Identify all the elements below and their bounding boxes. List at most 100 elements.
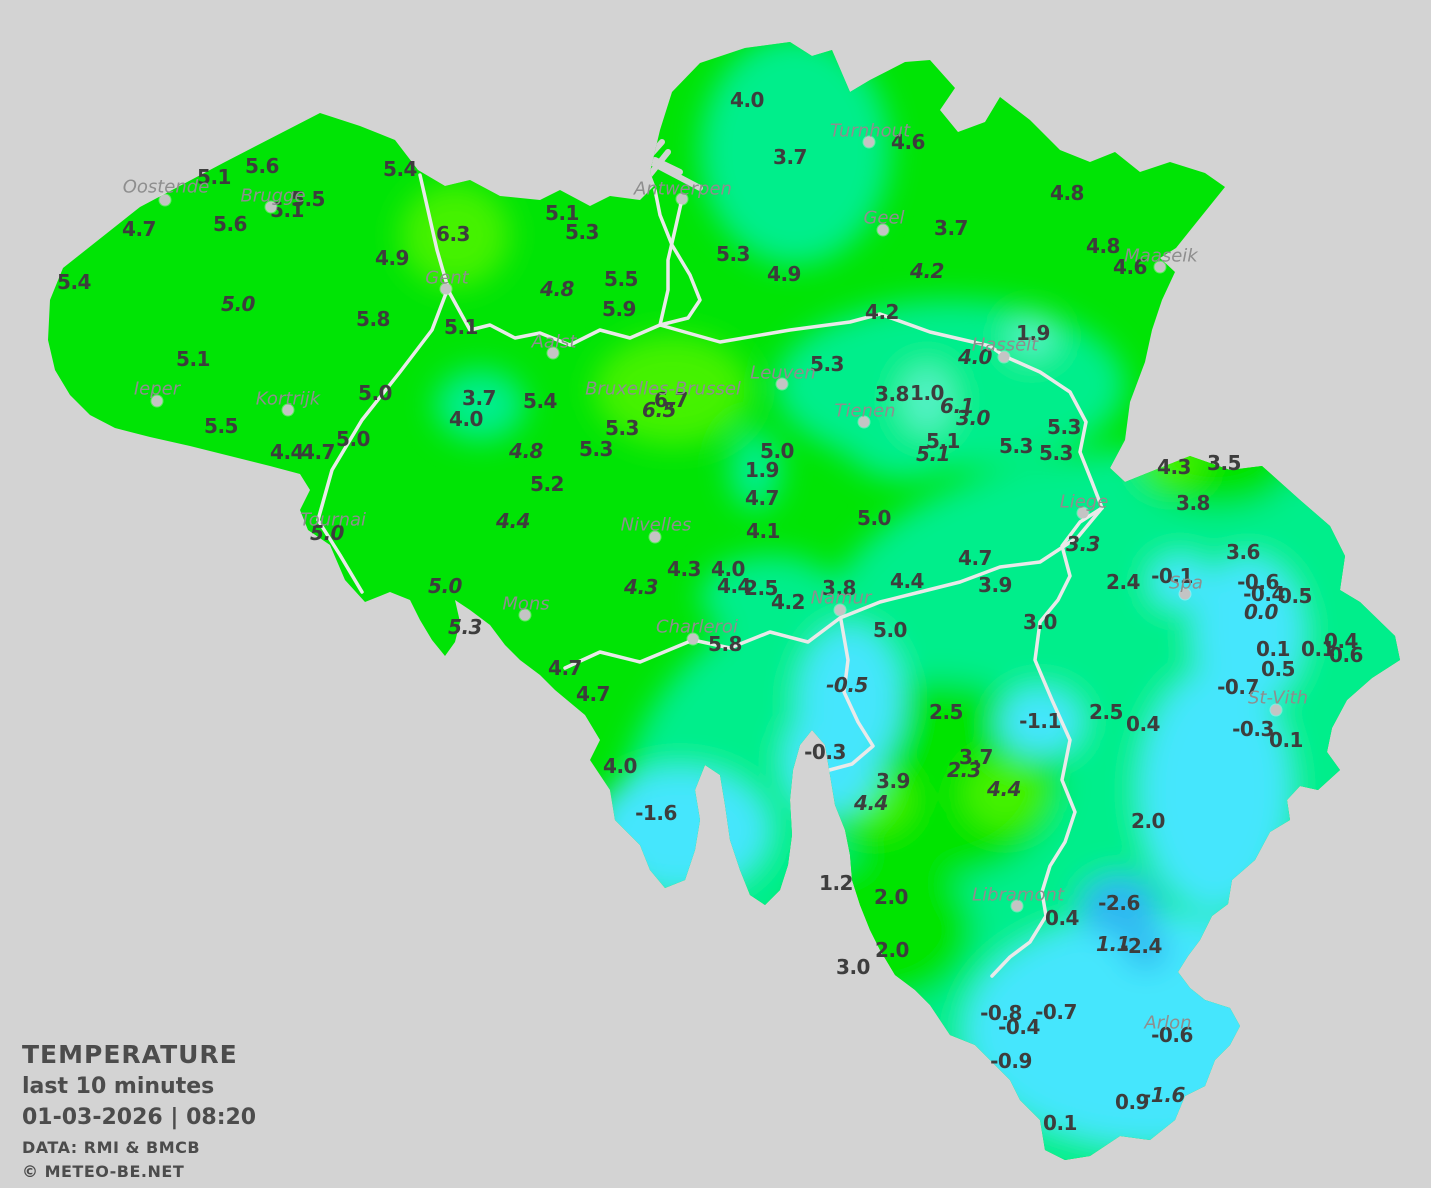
city-dot [863, 136, 875, 148]
legend-subtitle: last 10 minutes [22, 1074, 215, 1099]
city-label: Gent [425, 267, 469, 289]
city-label: Oostende [122, 176, 210, 198]
city-dot [1011, 900, 1023, 912]
temp-reading: 4.7 [745, 486, 779, 510]
temp-reading: -0.3 [804, 740, 846, 764]
temp-reading: 2.4 [1106, 570, 1140, 594]
temp-reading: -0.8 [980, 1001, 1022, 1025]
temp-reading: 0.5 [1278, 584, 1312, 608]
city-label: Ieper [133, 378, 181, 400]
temp-reading: 5.0 [310, 521, 344, 545]
temp-reading: 0.4 [1126, 712, 1160, 736]
temp-reading: 5.5 [604, 267, 638, 291]
city-label: Arlon [1144, 1012, 1192, 1034]
temp-reading: 4.4 [270, 440, 304, 464]
temp-reading: 5.6 [245, 154, 279, 178]
city-dot [265, 201, 277, 213]
temp-reading: 5.3 [1039, 441, 1073, 465]
temp-reading: 5.3 [999, 434, 1033, 458]
temp-reading: 0.1 [1043, 1111, 1077, 1135]
city-dot [776, 378, 788, 390]
city-label: Brugge [240, 185, 306, 207]
city-dot [676, 193, 688, 205]
temp-reading: 5.0 [760, 439, 794, 463]
city-label: Hasselt [971, 334, 1039, 356]
temp-reading: 1.0 [910, 381, 944, 405]
city-label: Turnhout [829, 120, 911, 142]
temp-reading: 6.7 [654, 388, 688, 412]
temp-reading: 3.8 [1176, 491, 1210, 515]
temp-reading: 1.9 [1016, 321, 1050, 345]
city-label: Geel [863, 207, 905, 229]
temp-reading: 3.0 [956, 406, 990, 430]
legend-copyright: © METEO-BE.NET [22, 1162, 185, 1181]
temp-reading: 4.0 [958, 345, 992, 369]
city-dot [282, 404, 294, 416]
temp-reading: 5.5 [204, 414, 238, 438]
temp-reading: 4.3 [667, 557, 701, 581]
temp-reading: -0.5 [826, 673, 868, 697]
temp-reading: 4.9 [767, 262, 801, 286]
city-label: Charleroi [656, 616, 738, 638]
temp-reading: 4.8 [540, 277, 574, 301]
temp-reading: 0.1 [1301, 637, 1335, 661]
temp-reading: -0.1 [1151, 564, 1193, 588]
city-dot [547, 347, 559, 359]
temp-reading: 2.0 [875, 938, 909, 962]
temp-reading: 1.1 [1096, 932, 1130, 956]
temp-reading: 2.3 [947, 758, 981, 782]
city-dot [1154, 261, 1166, 273]
temp-reading: -0.7 [1035, 1000, 1077, 1024]
temp-reading: 3.7 [773, 145, 807, 169]
temp-reading: 5.0 [428, 574, 462, 598]
temp-reading: 5.1 [197, 165, 231, 189]
temp-reading: 3.3 [1066, 532, 1100, 556]
temp-reading: 4.6 [1113, 255, 1147, 279]
temp-reading: -0.7 [1217, 675, 1259, 699]
temp-reading: 5.3 [716, 242, 750, 266]
temp-reading: 4.2 [910, 259, 944, 283]
temp-reading: 0.1 [1269, 728, 1303, 752]
temp-reading: 2.0 [1131, 809, 1165, 833]
city-label: Maaseik [1124, 245, 1198, 267]
temp-reading: 3.7 [959, 745, 993, 769]
temp-reading: 4.9 [375, 246, 409, 270]
city-dot [1179, 588, 1191, 600]
temp-reading: 5.0 [857, 506, 891, 530]
temp-reading: 5.8 [356, 307, 390, 331]
temp-reading: 5.1 [176, 347, 210, 371]
city-label: Aalst [531, 331, 577, 353]
temp-reading: 3.5 [1207, 451, 1241, 475]
temp-reading: 5.1 [270, 198, 304, 222]
city-dot [858, 416, 870, 428]
temp-reading: 5.3 [565, 220, 599, 244]
legend-title: TEMPERATURE [22, 1040, 238, 1069]
city-label: St-Vith [1247, 687, 1309, 709]
temp-reading: 4.4 [890, 569, 924, 593]
city-dot [687, 633, 699, 645]
temp-reading: 5.9 [602, 297, 636, 321]
temp-reading: -0.4 [998, 1015, 1040, 1039]
city-dot [877, 224, 889, 236]
temp-reading: 0.4 [1045, 906, 1079, 930]
temp-reading: 4.6 [891, 130, 925, 154]
temp-reading: 5.0 [336, 427, 370, 451]
city-label: Tienen [834, 400, 896, 422]
city-dot [440, 283, 452, 295]
city-label: Tournai [299, 509, 367, 531]
temp-reading: -1.6 [635, 801, 677, 825]
city-label: Liege [1059, 491, 1109, 513]
temp-reading: 4.7 [576, 682, 610, 706]
city-dot [1077, 507, 1089, 519]
temp-reading: 3.0 [836, 955, 870, 979]
temp-reading: 0.4 [1324, 629, 1358, 653]
temp-reading: 0.6 [1329, 643, 1363, 667]
city-label: Mons [502, 593, 550, 615]
temp-reading: 4.4 [496, 509, 530, 533]
temp-reading: 2.0 [874, 885, 908, 909]
temp-reading: -2.6 [1098, 891, 1140, 915]
temp-reading: 5.1 [444, 315, 478, 339]
